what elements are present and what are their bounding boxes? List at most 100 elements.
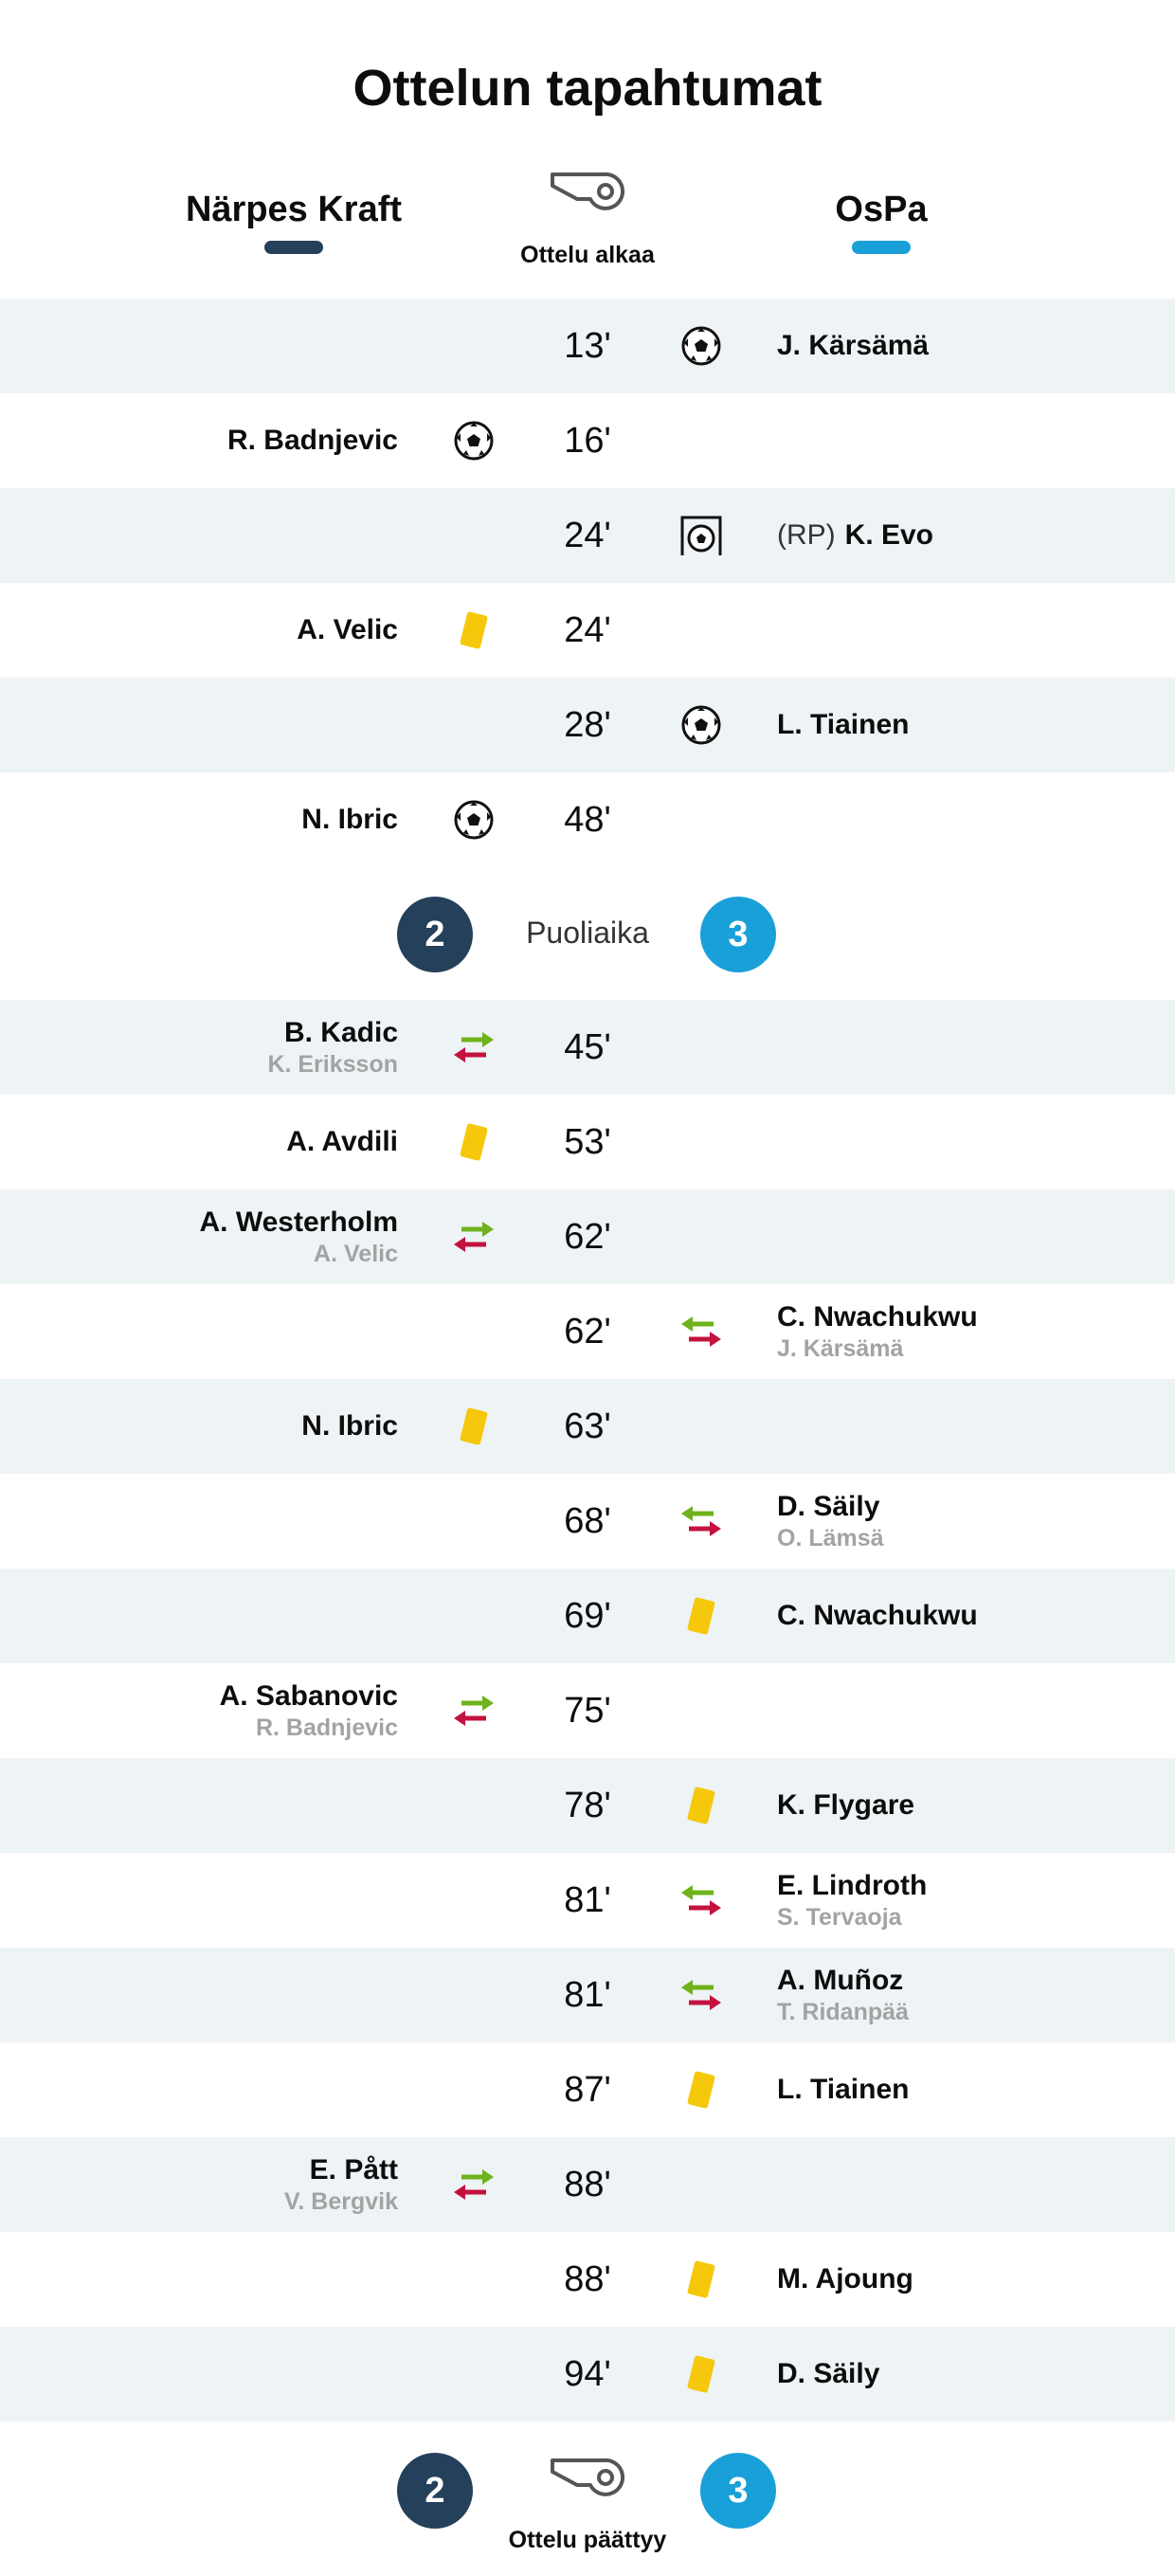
soccer-ball-icon bbox=[452, 798, 496, 842]
event-minute: 28' bbox=[564, 705, 611, 745]
player-name: N. Ibric bbox=[301, 804, 398, 835]
event-player: N. Ibric bbox=[301, 1409, 398, 1443]
event-row: 13' J. Kärsämä bbox=[0, 299, 1175, 393]
event-minute: 87' bbox=[564, 2070, 611, 2110]
event-minute: 63' bbox=[564, 1406, 611, 1446]
penalty-prefix: (RP) bbox=[777, 519, 836, 551]
event-row: 69' C. Nwachukwu bbox=[0, 1569, 1175, 1663]
event-row: 88' E. Pått V. Bergvik bbox=[0, 2137, 1175, 2232]
player-out-name: J. Kärsämä bbox=[777, 1335, 904, 1362]
event-row: 53' A. Avdili bbox=[0, 1095, 1175, 1189]
event-minute: 45' bbox=[564, 1027, 611, 1067]
event-minute: 24' bbox=[564, 610, 611, 650]
event-player: A. Muñoz T. Ridanpää bbox=[777, 1964, 909, 2026]
player-name: A. Sabanovic bbox=[219, 1680, 398, 1712]
player-name: B. Kadic bbox=[283, 1017, 398, 1048]
yellow-card-icon bbox=[679, 2068, 723, 2112]
soccer-ball-icon bbox=[452, 419, 496, 463]
event-player: A. Sabanovic R. Badnjevic bbox=[220, 1679, 398, 1742]
event-player: J. Kärsämä bbox=[777, 329, 929, 363]
event-minute: 69' bbox=[564, 1596, 611, 1636]
soccer-ball-icon bbox=[679, 703, 723, 747]
event-player: L. Tiainen bbox=[777, 2073, 909, 2107]
event-row: 81' E. Lindroth S. Tervaoja bbox=[0, 1853, 1175, 1948]
player-name: J. Kärsämä bbox=[777, 330, 930, 361]
event-player: A. Avdili bbox=[286, 1125, 398, 1159]
event-minute: 81' bbox=[564, 1880, 611, 1920]
event-minute: 53' bbox=[564, 1122, 611, 1162]
event-row: 88' M. Ajoung bbox=[0, 2232, 1175, 2327]
yellow-card-icon bbox=[452, 1405, 496, 1448]
fulltime-away-score: 3 bbox=[700, 2453, 776, 2529]
yellow-card-icon bbox=[679, 1784, 723, 1827]
halftime-label: Puoliaika bbox=[526, 916, 649, 950]
player-name: L. Tiainen bbox=[777, 2074, 910, 2105]
player-out-name: O. Lämsä bbox=[777, 1525, 884, 1551]
event-row: 87' L. Tiainen bbox=[0, 2042, 1175, 2137]
event-player: E. Pått V. Bergvik bbox=[284, 2153, 398, 2216]
event-row: 24' A. Velic bbox=[0, 583, 1175, 678]
yellow-card-icon bbox=[679, 2258, 723, 2301]
player-name: A. Muñoz bbox=[777, 1965, 904, 1996]
event-minute: 16' bbox=[564, 421, 611, 461]
player-out-name: V. Bergvik bbox=[284, 2188, 398, 2215]
yellow-card-icon bbox=[452, 1120, 496, 1164]
kickoff-label: Ottelu alkaa bbox=[520, 242, 655, 268]
event-player: C. Nwachukwu bbox=[777, 1599, 978, 1633]
player-name: C. Nwachukwu bbox=[777, 1600, 978, 1631]
player-out-name: S. Tervaoja bbox=[777, 1904, 902, 1931]
whistle-icon bbox=[549, 2455, 626, 2501]
event-player: E. Lindroth S. Tervaoja bbox=[777, 1869, 927, 1932]
event-row: 16' R. Badnjevic bbox=[0, 393, 1175, 488]
event-row: 68' D. Säily O. Lämsä bbox=[0, 1474, 1175, 1569]
event-minute: 78' bbox=[564, 1786, 611, 1825]
event-row: 62' C. Nwachukwu J. Kärsämä bbox=[0, 1284, 1175, 1379]
player-name: A. Avdili bbox=[286, 1126, 398, 1157]
event-player: K. Flygare bbox=[777, 1788, 914, 1823]
player-name: L. Tiainen bbox=[777, 709, 910, 740]
event-player: L. Tiainen bbox=[777, 708, 909, 742]
page-title: Ottelun tapahtumat bbox=[352, 60, 822, 117]
event-row: 75' A. Sabanovic R. Badnjevic bbox=[0, 1663, 1175, 1758]
player-name: E. Lindroth bbox=[777, 1870, 928, 1901]
player-name: A. Velic bbox=[297, 614, 398, 645]
whistle-icon bbox=[549, 169, 626, 215]
player-name: D. Säily bbox=[777, 1491, 880, 1522]
event-minute: 13' bbox=[564, 326, 611, 366]
event-row: 78' K. Flygare bbox=[0, 1758, 1175, 1853]
player-out-name: K. Eriksson bbox=[267, 1051, 398, 1078]
event-player: A. Westerholm A. Velic bbox=[200, 1206, 399, 1268]
substitution-arrows-icon bbox=[452, 1025, 496, 1069]
event-player: C. Nwachukwu J. Kärsämä bbox=[777, 1300, 978, 1363]
event-minute: 48' bbox=[564, 800, 611, 840]
event-minute: 62' bbox=[564, 1312, 611, 1351]
halftime-away-score: 3 bbox=[700, 897, 776, 972]
event-row: 28' L. Tiainen bbox=[0, 678, 1175, 772]
player-name: K. Flygare bbox=[777, 1789, 915, 1821]
home-team-name: Närpes Kraft bbox=[185, 190, 403, 229]
event-minute: 94' bbox=[564, 2354, 611, 2394]
event-row: 45' B. Kadic K. Eriksson bbox=[0, 1000, 1175, 1095]
event-minute: 88' bbox=[564, 2259, 611, 2299]
event-player: B. Kadic K. Eriksson bbox=[267, 1016, 398, 1079]
event-player: D. Säily bbox=[777, 2357, 879, 2391]
player-name: E. Pått bbox=[309, 2154, 398, 2186]
substitution-arrows-icon bbox=[452, 2163, 496, 2206]
event-player: N. Ibric bbox=[301, 803, 398, 837]
player-out-name: R. Badnjevic bbox=[255, 1714, 398, 1741]
substitution-arrows-icon bbox=[452, 1215, 496, 1259]
fulltime-label: Ottelu päättyy bbox=[508, 2527, 667, 2553]
player-name: D. Säily bbox=[777, 2358, 880, 2389]
event-row: 62' A. Westerholm A. Velic bbox=[0, 1189, 1175, 1284]
event-minute: 68' bbox=[564, 1501, 611, 1541]
event-row: 24' (RP) K. Evo bbox=[0, 488, 1175, 583]
soccer-ball-icon bbox=[679, 324, 723, 368]
event-player: M. Ajoung bbox=[777, 2262, 913, 2296]
event-minute: 81' bbox=[564, 1975, 611, 2015]
home-team-color-bar bbox=[264, 241, 323, 254]
away-team-color-bar bbox=[852, 241, 911, 254]
event-minute: 24' bbox=[564, 516, 611, 555]
away-team-name: OsPa bbox=[835, 190, 928, 229]
event-player: D. Säily O. Lämsä bbox=[777, 1490, 884, 1552]
event-row: 63' N. Ibric bbox=[0, 1379, 1175, 1474]
